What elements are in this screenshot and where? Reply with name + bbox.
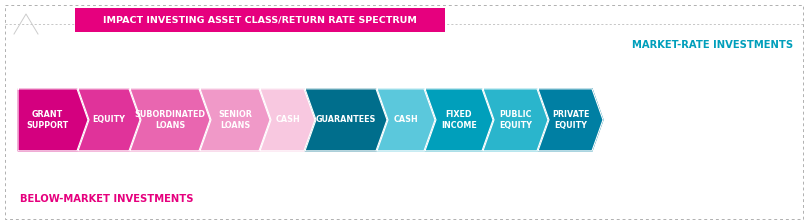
Polygon shape: [425, 89, 493, 151]
Polygon shape: [483, 89, 548, 151]
Polygon shape: [377, 89, 435, 151]
Polygon shape: [78, 89, 140, 151]
Text: CASH: CASH: [393, 115, 419, 124]
Polygon shape: [200, 89, 270, 151]
Text: GRANT
SUPPORT: GRANT SUPPORT: [27, 110, 69, 130]
Text: FIXED
INCOME: FIXED INCOME: [441, 110, 477, 130]
FancyBboxPatch shape: [75, 8, 445, 32]
Polygon shape: [538, 89, 603, 151]
Text: GUARANTEES: GUARANTEES: [316, 115, 377, 124]
Text: CASH: CASH: [276, 115, 300, 124]
Text: IMPACT INVESTING ASSET CLASS/RETURN RATE SPECTRUM: IMPACT INVESTING ASSET CLASS/RETURN RATE…: [103, 15, 417, 24]
Text: SUBORDINATED
LOANS: SUBORDINATED LOANS: [134, 110, 205, 130]
Text: BELOW-MARKET INVESTMENTS: BELOW-MARKET INVESTMENTS: [20, 194, 193, 204]
Text: SENIOR
LOANS: SENIOR LOANS: [218, 110, 252, 130]
Polygon shape: [130, 89, 210, 151]
Text: PUBLIC
EQUITY: PUBLIC EQUITY: [499, 110, 532, 130]
Text: MARKET-RATE INVESTMENTS: MARKET-RATE INVESTMENTS: [632, 40, 793, 50]
Text: PRIVATE
EQUITY: PRIVATE EQUITY: [552, 110, 589, 130]
Polygon shape: [18, 89, 88, 151]
Polygon shape: [305, 89, 387, 151]
Text: EQUITY: EQUITY: [92, 115, 125, 124]
Polygon shape: [260, 89, 315, 151]
